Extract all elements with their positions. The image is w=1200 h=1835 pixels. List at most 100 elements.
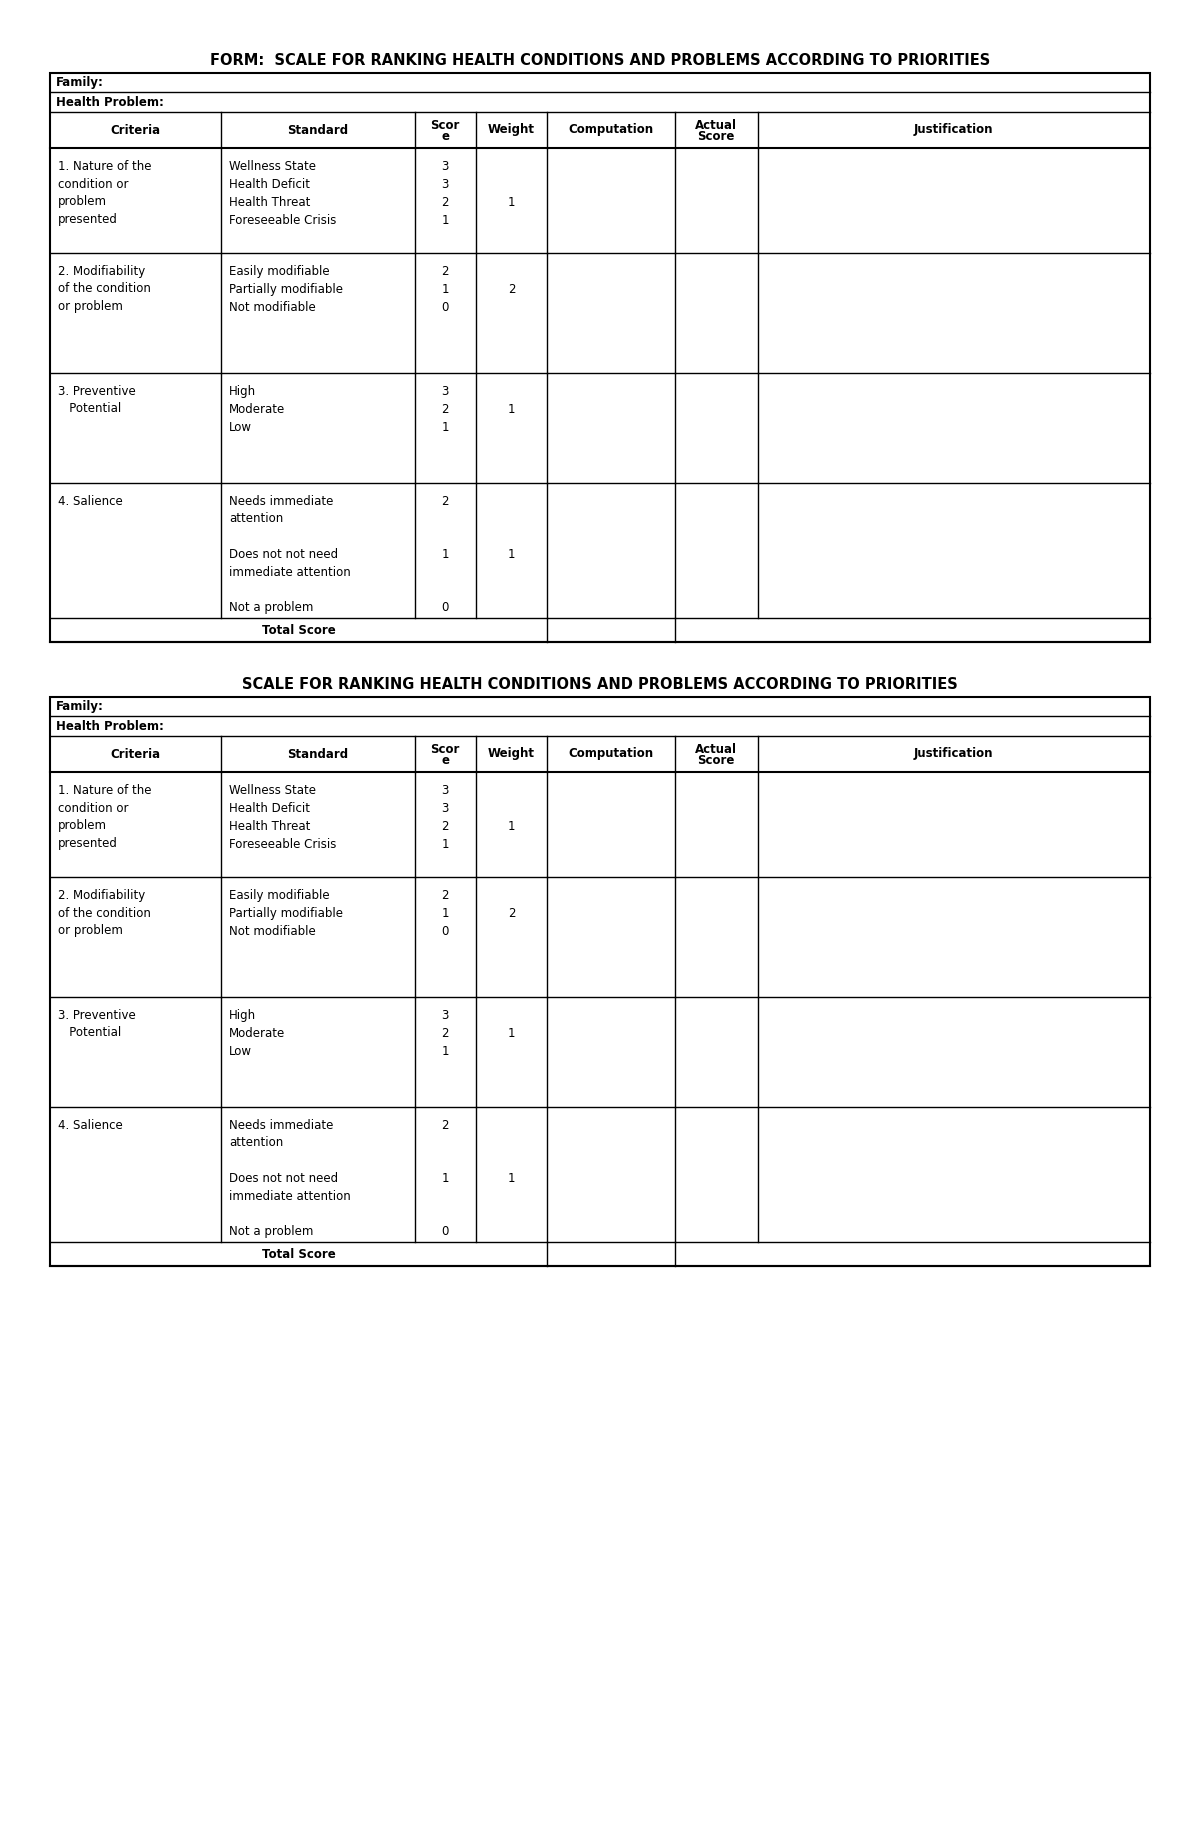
Text: attention: attention [229,1136,283,1149]
Text: Easily modifiable: Easily modifiable [229,888,330,903]
Text: 3. Preventive: 3. Preventive [58,1009,136,1022]
Text: of the condition: of the condition [58,283,151,295]
Bar [50,73,1150,642]
Text: 1: 1 [442,215,449,228]
Text: e: e [442,130,449,143]
Text: Not modifiable: Not modifiable [229,925,316,938]
Text: Total Score: Total Score [262,624,336,637]
Text: 1. Nature of the: 1. Nature of the [58,160,151,172]
Text: 2. Modifiability: 2. Modifiability [58,888,145,903]
Text: Partially modifiable: Partially modifiable [229,906,343,919]
Text: Low: Low [229,420,252,435]
Text: 1: 1 [508,1173,515,1185]
Text: Potential: Potential [58,402,121,415]
Text: 2: 2 [508,283,515,295]
Text: Health Threat: Health Threat [229,196,311,209]
Text: Score: Score [697,130,734,143]
Text: 2: 2 [442,196,449,209]
Text: Not modifiable: Not modifiable [229,301,316,314]
Text: 3: 3 [442,784,449,796]
Text: 0: 0 [442,925,449,938]
Text: Family:: Family: [56,77,104,90]
Text: 3: 3 [442,385,449,398]
Text: Actual: Actual [695,119,737,132]
Text: Needs immediate: Needs immediate [229,495,334,508]
Text: 1: 1 [508,820,515,833]
Text: 0: 0 [442,301,449,314]
Text: 4. Salience: 4. Salience [58,1119,122,1132]
Text: 2. Modifiability: 2. Modifiability [58,264,145,277]
Text: Health Deficit: Health Deficit [229,802,311,815]
Text: 2: 2 [442,820,449,833]
Text: immediate attention: immediate attention [229,1189,352,1202]
Text: e: e [442,754,449,767]
Text: 3: 3 [442,1009,449,1022]
Text: Not a problem: Not a problem [229,602,313,615]
Text: Wellness State: Wellness State [229,160,317,172]
Text: Moderate: Moderate [229,404,286,417]
Text: Scor: Scor [431,119,460,132]
Text: High: High [229,385,257,398]
Text: 1: 1 [508,404,515,417]
Text: immediate attention: immediate attention [229,565,352,578]
Text: SCALE FOR RANKING HEALTH CONDITIONS AND PROBLEMS ACCORDING TO PRIORITIES: SCALE FOR RANKING HEALTH CONDITIONS AND … [242,677,958,692]
Text: Foreseeable Crisis: Foreseeable Crisis [229,215,337,228]
Text: Wellness State: Wellness State [229,784,317,796]
Text: 1: 1 [442,839,449,851]
Text: Computation: Computation [569,747,654,760]
Text: 1: 1 [442,906,449,919]
Text: Health Threat: Health Threat [229,820,311,833]
Text: 3: 3 [442,802,449,815]
Text: Easily modifiable: Easily modifiable [229,264,330,277]
Text: problem: problem [58,818,107,831]
Text: Standard: Standard [288,747,349,760]
Text: 0: 0 [442,602,449,615]
Text: 1: 1 [508,196,515,209]
Text: or problem: or problem [58,299,122,314]
Text: High: High [229,1009,257,1022]
Text: 1: 1 [442,283,449,295]
Text: Weight: Weight [488,123,535,136]
Text: 2: 2 [442,404,449,417]
Text: Does not not need: Does not not need [229,549,338,562]
Text: or problem: or problem [58,925,122,938]
Text: 1: 1 [442,1044,449,1059]
Text: presented: presented [58,837,118,850]
Text: Moderate: Moderate [229,1028,286,1040]
Text: Low: Low [229,1044,252,1059]
Text: 0: 0 [442,1226,449,1239]
Text: 2: 2 [508,906,515,919]
Text: Total Score: Total Score [262,1248,336,1261]
Text: 3: 3 [442,160,449,172]
Text: Score: Score [697,754,734,767]
Text: 3. Preventive: 3. Preventive [58,385,136,398]
Text: Actual: Actual [695,743,737,756]
Text: Justification: Justification [914,123,994,136]
Text: Partially modifiable: Partially modifiable [229,283,343,295]
Text: Health Problem:: Health Problem: [56,95,164,108]
Text: 2: 2 [442,264,449,277]
Bar [50,697,1150,1266]
Text: Health Deficit: Health Deficit [229,178,311,191]
Text: Scor: Scor [431,743,460,756]
Text: of the condition: of the condition [58,906,151,919]
Text: presented: presented [58,213,118,226]
Text: 4. Salience: 4. Salience [58,495,122,508]
Text: Needs immediate: Needs immediate [229,1119,334,1132]
Text: Foreseeable Crisis: Foreseeable Crisis [229,839,337,851]
Text: 1: 1 [442,549,449,562]
Text: 1: 1 [508,1028,515,1040]
Text: Not a problem: Not a problem [229,1226,313,1239]
Text: condition or: condition or [58,802,128,815]
Text: 2: 2 [442,1119,449,1132]
Text: Justification: Justification [914,747,994,760]
Text: Potential: Potential [58,1026,121,1039]
Text: Computation: Computation [569,123,654,136]
Text: 2: 2 [442,888,449,903]
Text: 2: 2 [442,1028,449,1040]
Text: problem: problem [58,195,107,207]
Text: condition or: condition or [58,178,128,191]
Text: 1: 1 [442,1173,449,1185]
Text: Does not not need: Does not not need [229,1173,338,1185]
Text: attention: attention [229,512,283,525]
